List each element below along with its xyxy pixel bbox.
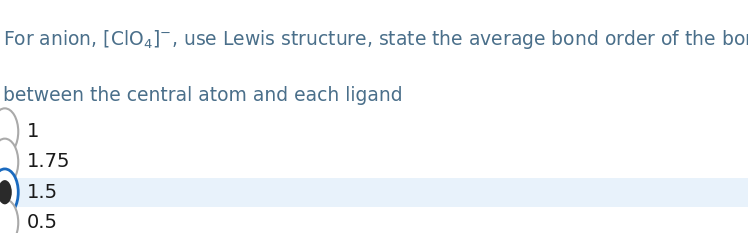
FancyBboxPatch shape	[0, 178, 748, 207]
Ellipse shape	[0, 199, 18, 233]
Ellipse shape	[0, 169, 18, 216]
Ellipse shape	[0, 180, 12, 204]
Text: For anion, [ClO$_{4}$]$^{-}$, use Lewis structure, state the average bond order : For anion, [ClO$_{4}$]$^{-}$, use Lewis …	[3, 28, 748, 51]
Ellipse shape	[0, 108, 18, 155]
Text: 1.75: 1.75	[27, 152, 71, 171]
Ellipse shape	[0, 139, 18, 185]
Text: 0.5: 0.5	[27, 213, 58, 232]
Text: between the central atom and each ligand: between the central atom and each ligand	[3, 86, 402, 105]
Text: 1.5: 1.5	[27, 183, 58, 202]
Text: 1: 1	[27, 122, 40, 141]
